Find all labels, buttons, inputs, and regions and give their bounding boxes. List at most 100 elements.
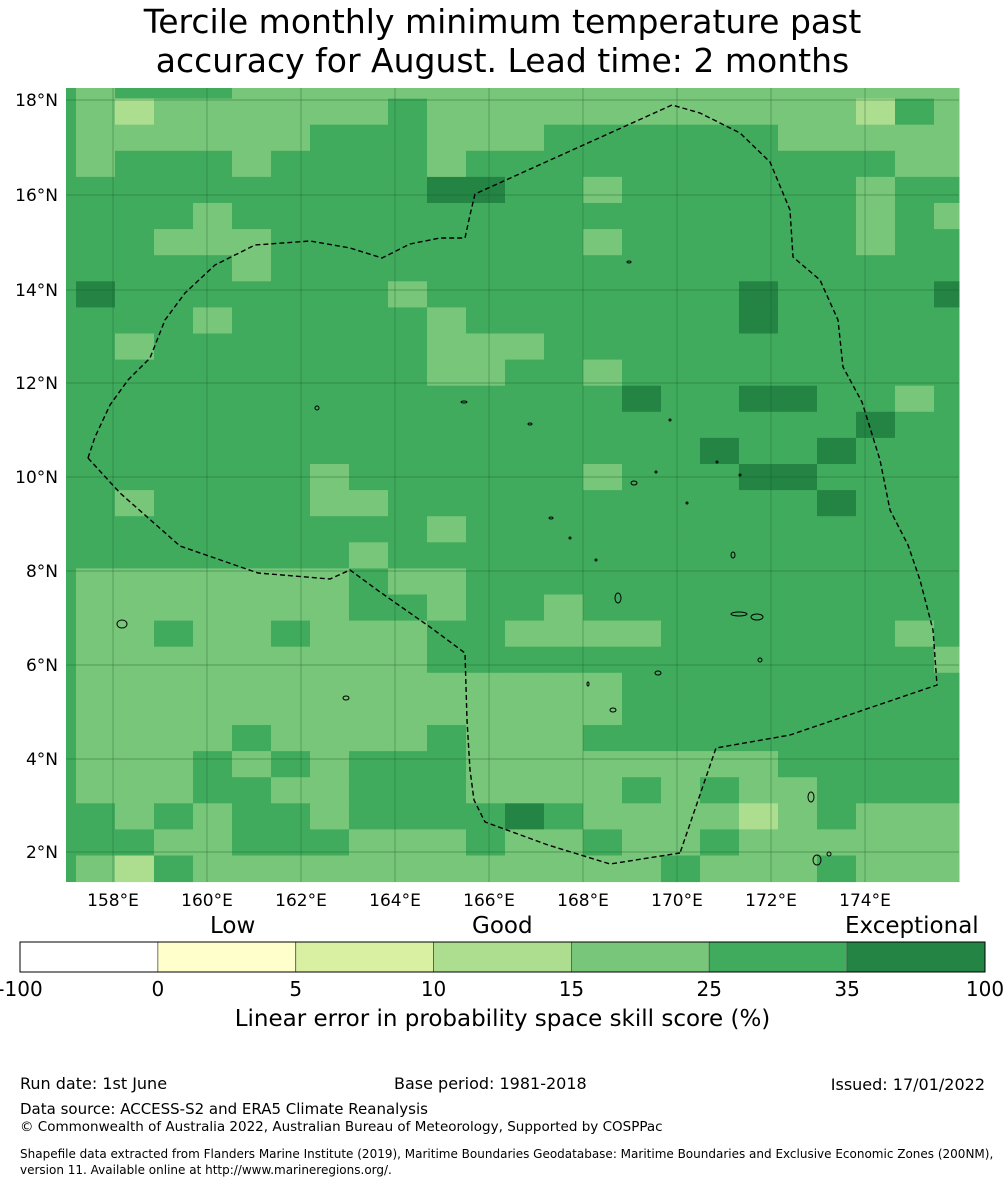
skill-cell xyxy=(388,307,428,334)
skill-cell xyxy=(427,620,467,648)
skill-cell xyxy=(817,516,857,543)
skill-cell xyxy=(583,359,623,387)
skill-cell xyxy=(895,777,935,804)
eez-boundary-south xyxy=(87,457,681,865)
skill-cell xyxy=(505,516,545,543)
skill-cell xyxy=(895,150,935,178)
skill-cell xyxy=(895,255,935,282)
skill-cell xyxy=(661,333,701,361)
skill-cell xyxy=(934,411,960,439)
skill-cell xyxy=(193,777,233,804)
island-outline xyxy=(738,473,742,477)
skill-cell xyxy=(622,542,662,569)
skill-cell xyxy=(271,255,311,282)
skill-cell xyxy=(817,620,857,648)
skill-cell xyxy=(505,542,545,569)
skill-cell xyxy=(76,698,116,726)
skill-cell xyxy=(466,385,506,413)
island-outline xyxy=(750,613,764,621)
longitude-label: 164°E xyxy=(369,891,421,911)
skill-cell xyxy=(154,229,194,256)
skill-cell xyxy=(193,829,233,856)
skill-cell xyxy=(193,490,233,517)
skill-cell xyxy=(661,777,701,804)
skill-cell xyxy=(115,751,155,778)
skill-cell xyxy=(232,646,272,674)
islands xyxy=(116,260,832,866)
skill-cell xyxy=(739,437,779,465)
colorbar-bin xyxy=(846,941,986,973)
skill-cell xyxy=(349,751,389,778)
issued-date: Issued: 17/01/2022 xyxy=(830,1075,985,1094)
skill-cell xyxy=(193,88,233,100)
skill-cell xyxy=(856,568,896,595)
skill-cell xyxy=(934,829,960,856)
skill-cell xyxy=(934,281,960,308)
skill-cell xyxy=(661,516,701,543)
skill-cell xyxy=(76,229,116,256)
skill-cell xyxy=(544,855,584,883)
skill-cell xyxy=(76,751,116,778)
skill-cell xyxy=(622,124,662,152)
skill-cell xyxy=(349,385,389,413)
skill-cell xyxy=(700,307,740,334)
skill-cell xyxy=(622,203,662,230)
skill-cell xyxy=(505,490,545,517)
skill-cell xyxy=(76,176,116,204)
skill-cell xyxy=(739,672,779,700)
skill-cell xyxy=(76,542,116,569)
skill-cell xyxy=(505,333,545,361)
skill-cell xyxy=(76,855,116,883)
skill-cell xyxy=(739,203,779,230)
skill-cell xyxy=(115,646,155,674)
skill-cell xyxy=(856,803,896,830)
skill-cell xyxy=(934,385,960,413)
skill-cell xyxy=(115,150,155,178)
skill-cell xyxy=(271,646,311,674)
skill-cell xyxy=(544,385,584,413)
skill-cell xyxy=(349,646,389,674)
skill-cell xyxy=(271,751,311,778)
island-outline xyxy=(568,536,572,540)
skill-cell xyxy=(583,437,623,465)
skill-cell xyxy=(349,725,389,752)
skill-cell xyxy=(427,385,467,413)
skill-cell xyxy=(76,646,116,674)
skill-cell xyxy=(505,359,545,387)
title-line-1: Tercile monthly minimum temperature past xyxy=(143,2,862,41)
skill-cell xyxy=(310,803,350,830)
skill-cell xyxy=(700,88,740,100)
skill-cell xyxy=(622,594,662,622)
skill-cell xyxy=(232,88,272,100)
skill-cell xyxy=(583,620,623,648)
skill-cell xyxy=(622,829,662,856)
latitude-label: 18°N xyxy=(15,91,58,111)
skill-cell xyxy=(505,725,545,752)
skill-cell xyxy=(817,124,857,152)
skill-cell xyxy=(349,176,389,204)
skill-cell xyxy=(271,359,311,387)
skill-cell xyxy=(739,150,779,178)
skill-cell xyxy=(856,385,896,413)
skill-cell xyxy=(154,150,194,178)
skill-cell xyxy=(466,333,506,361)
skill-cell xyxy=(817,568,857,595)
skill-cell xyxy=(271,725,311,752)
skill-cell xyxy=(232,411,272,439)
skill-cell xyxy=(193,150,233,178)
skill-cell xyxy=(154,803,194,830)
skill-cell xyxy=(154,777,194,804)
skill-cell xyxy=(700,281,740,308)
skill-cell xyxy=(739,829,779,856)
skill-cell xyxy=(76,307,116,334)
skill-cell xyxy=(310,176,350,204)
skill-cell xyxy=(154,98,194,126)
skill-cell xyxy=(310,646,350,674)
skill-cell xyxy=(895,88,935,100)
skill-cell xyxy=(856,620,896,648)
skill-cell xyxy=(76,98,116,126)
skill-cell xyxy=(466,620,506,648)
skill-cell xyxy=(349,359,389,387)
skill-cell xyxy=(232,751,272,778)
skill-cell xyxy=(583,150,623,178)
